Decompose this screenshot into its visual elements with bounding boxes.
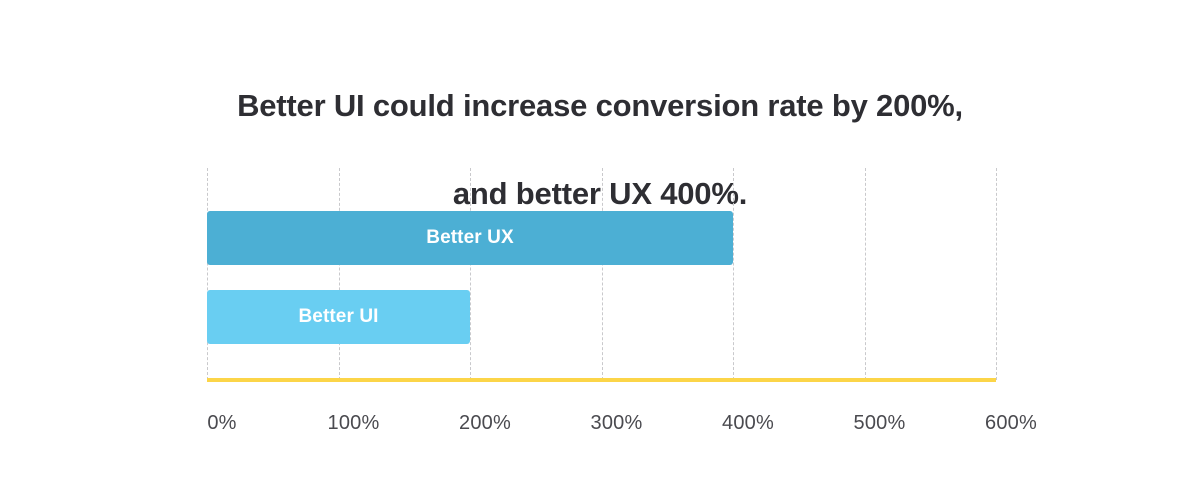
chart-title: Better UI could increase conversion rate… <box>0 40 1200 216</box>
bar-series: Better UX Better UI <box>207 168 996 380</box>
bar-label: Better UX <box>426 227 514 248</box>
tick-label-200pct: 200% <box>459 412 511 434</box>
gridline-300pct <box>601 168 603 380</box>
chart-title-line-2: and better UX 400%. <box>452 176 748 212</box>
tick-label-400pct: 400% <box>722 412 774 434</box>
gridline-100pct <box>338 168 340 380</box>
gridline-400pct <box>733 168 734 380</box>
chart-title-line-1: Better UI could increase conversion rate… <box>237 88 963 124</box>
gridline-600pct <box>996 168 997 380</box>
gridlines <box>207 168 997 380</box>
x-axis-line <box>207 378 996 382</box>
plot-area: Better UX Better UI <box>207 168 997 380</box>
bar-better-ux[interactable]: Better UX <box>207 211 733 265</box>
bar-better-ui[interactable]: Better UI <box>207 290 470 344</box>
tick-label-300pct: 300% <box>590 412 643 434</box>
gridline-200pct <box>470 168 471 380</box>
x-axis-tick-labels: 0% 100% 200% 300% 400% 500% 600% <box>207 412 1036 440</box>
tick-label-500pct: 500% <box>853 412 906 434</box>
bar-label: Better UI <box>298 306 379 327</box>
tick-label-100pct: 100% <box>327 412 380 434</box>
tick-label-600pct: 600% <box>985 412 1037 434</box>
tick-label-0pct: 0% <box>207 412 237 434</box>
gridline-500pct <box>864 168 866 380</box>
gridline-0pct <box>207 168 208 380</box>
